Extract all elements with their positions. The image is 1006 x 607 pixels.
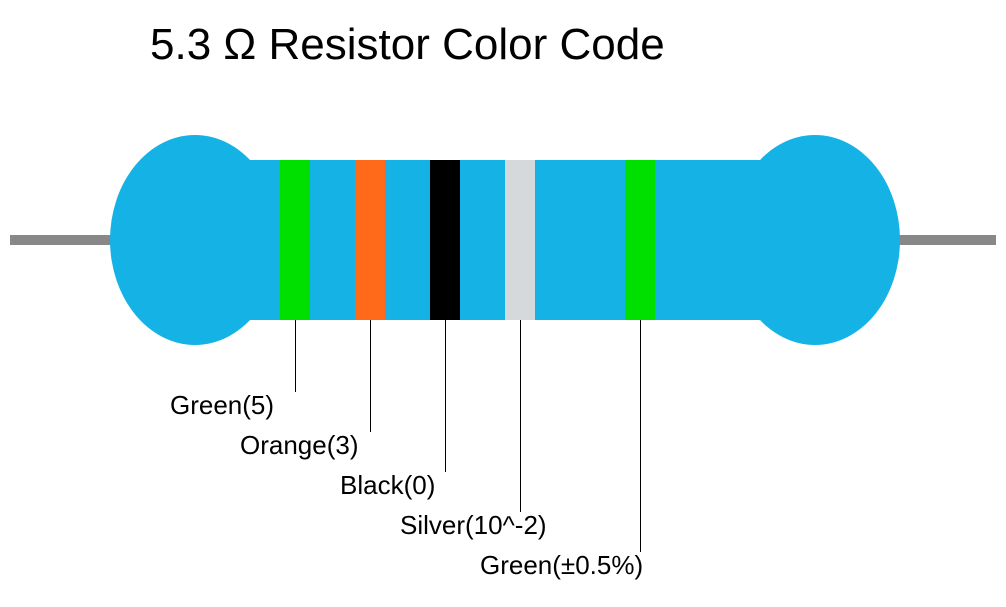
diagram-title: 5.3 Ω Resistor Color Code: [150, 20, 665, 70]
band-2-callout-line: [370, 320, 371, 432]
band-1-callout-line: [295, 320, 296, 392]
band-3: [430, 160, 460, 320]
band-3-label: Black(0): [340, 470, 435, 501]
band-5: [625, 160, 655, 320]
band-2: [355, 160, 385, 320]
band-5-label: Green(±0.5%): [480, 550, 643, 581]
band-4: [505, 160, 535, 320]
band-1: [280, 160, 310, 320]
band-2-label: Orange(3): [240, 430, 359, 461]
band-1-label: Green(5): [170, 390, 274, 421]
band-5-callout-line: [640, 320, 641, 552]
band-4-label: Silver(10^-2): [400, 510, 547, 541]
band-4-callout-line: [520, 320, 521, 512]
band-3-callout-line: [445, 320, 446, 472]
